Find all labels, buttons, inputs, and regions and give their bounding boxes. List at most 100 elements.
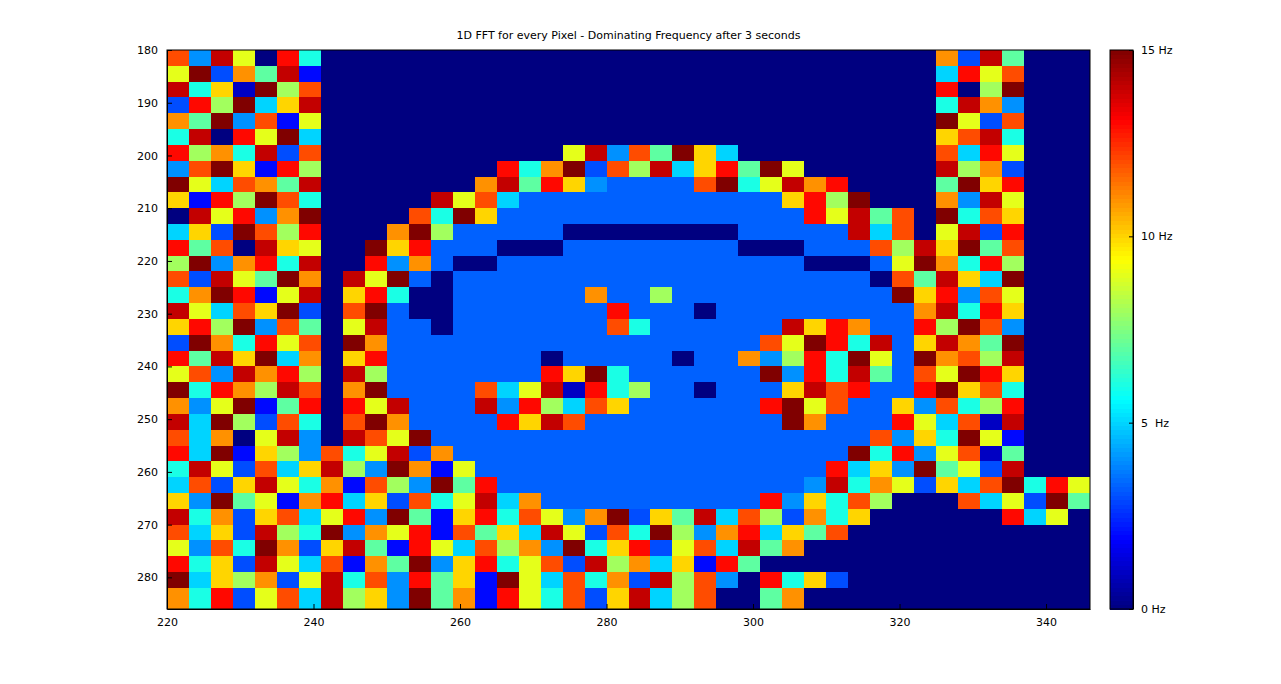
heatmap-cell (607, 351, 629, 367)
heatmap-cell (892, 161, 914, 177)
heatmap-cell (848, 271, 870, 287)
heatmap-cell (738, 224, 760, 240)
heatmap-cell (870, 430, 892, 446)
heatmap-cell (475, 572, 497, 588)
heatmap-cell (277, 588, 299, 609)
colorbar-swatch (1110, 369, 1133, 374)
heatmap-cell (980, 540, 1002, 556)
heatmap-cell (848, 398, 870, 414)
tick-mark (167, 50, 172, 51)
heatmap-cell (387, 540, 409, 556)
heatmap-cell (365, 66, 387, 82)
heatmap-cell (453, 477, 475, 493)
heatmap-cell (431, 351, 453, 367)
colorbar-swatch (1110, 277, 1133, 282)
heatmap-cell (782, 145, 804, 161)
colorbar-axis: 0 Hz5 Hz10 Hz15 Hz (1129, 44, 1173, 616)
heatmap-cell (233, 82, 255, 98)
heatmap-cell (299, 129, 321, 145)
heatmap-cell (519, 414, 541, 430)
heatmap-cell (277, 556, 299, 572)
heatmap-cell (650, 398, 672, 414)
tick-mark (167, 208, 172, 209)
heatmap-cell (563, 256, 585, 272)
heatmap-cell (1046, 319, 1068, 335)
heatmap-cell (848, 161, 870, 177)
heatmap-cell (804, 446, 826, 462)
heatmap-cell (650, 192, 672, 208)
heatmap-cell (167, 430, 189, 446)
heatmap-cell (694, 319, 716, 335)
heatmap-cell (189, 382, 211, 398)
axis-line (167, 51, 168, 610)
heatmap-cell (892, 430, 914, 446)
heatmap-cell (848, 525, 870, 541)
heatmap-cell (475, 113, 497, 129)
heatmap-cell (409, 97, 431, 113)
heatmap-cell (826, 177, 848, 193)
heatmap-cell (672, 382, 694, 398)
heatmap-cell (936, 66, 958, 82)
heatmap-cell (321, 335, 343, 351)
heatmap-cell (760, 192, 782, 208)
heatmap-cell (365, 303, 387, 319)
heatmap-cell (607, 208, 629, 224)
heatmap-cell (277, 477, 299, 493)
heatmap-cell (431, 588, 453, 609)
colorbar-swatch (1110, 312, 1133, 317)
heatmap-cell (760, 351, 782, 367)
heatmap-cell (607, 382, 629, 398)
heatmap-cell (585, 556, 607, 572)
heatmap-cell (365, 461, 387, 477)
heatmap-cell (1046, 192, 1068, 208)
heatmap-cell (607, 177, 629, 193)
heatmap-cell (760, 446, 782, 462)
heatmap-cell (541, 351, 563, 367)
heatmap-cell (760, 240, 782, 256)
heatmap-cell (936, 430, 958, 446)
heatmap-cell (782, 50, 804, 66)
heatmap-cell (804, 129, 826, 145)
tick-label: 250 (137, 413, 158, 426)
heatmap-cell (585, 509, 607, 525)
heatmap-cell (409, 145, 431, 161)
heatmap-cell (409, 540, 431, 556)
heatmap-cell (650, 461, 672, 477)
colorbar-swatch (1110, 264, 1133, 269)
heatmap-cell (585, 477, 607, 493)
heatmap-cell (958, 335, 980, 351)
heatmap-cell (519, 509, 541, 525)
heatmap-cell (233, 493, 255, 509)
heatmap-cell (387, 461, 409, 477)
heatmap-cell (672, 113, 694, 129)
heatmap-cell (431, 224, 453, 240)
heatmap-cell (1024, 192, 1046, 208)
heatmap-cell (585, 588, 607, 609)
heatmap-cell (782, 335, 804, 351)
heatmap-cell (980, 50, 1002, 66)
heatmap-cell (189, 66, 211, 82)
heatmap-cell (211, 493, 233, 509)
heatmap-cell (475, 177, 497, 193)
heatmap-cell (738, 287, 760, 303)
heatmap-cell (672, 129, 694, 145)
heatmap-cell (782, 366, 804, 382)
heatmap-cell (672, 493, 694, 509)
heatmap-cell (365, 525, 387, 541)
heatmap-cell (826, 366, 848, 382)
heatmap-cell (409, 256, 431, 272)
heatmap-cell (936, 145, 958, 161)
colorbar-swatch (1110, 565, 1133, 570)
heatmap-cell (475, 366, 497, 382)
heatmap-cell (255, 446, 277, 462)
heatmap-cell (848, 430, 870, 446)
heatmap-cell (453, 113, 475, 129)
heatmap-cell (189, 556, 211, 572)
heatmap-cell (958, 145, 980, 161)
heatmap-cell (980, 493, 1002, 509)
heatmap-cell (409, 430, 431, 446)
heatmap-cell (936, 208, 958, 224)
heatmap-cell (826, 192, 848, 208)
heatmap-cell (563, 414, 585, 430)
heatmap-cell (826, 50, 848, 66)
